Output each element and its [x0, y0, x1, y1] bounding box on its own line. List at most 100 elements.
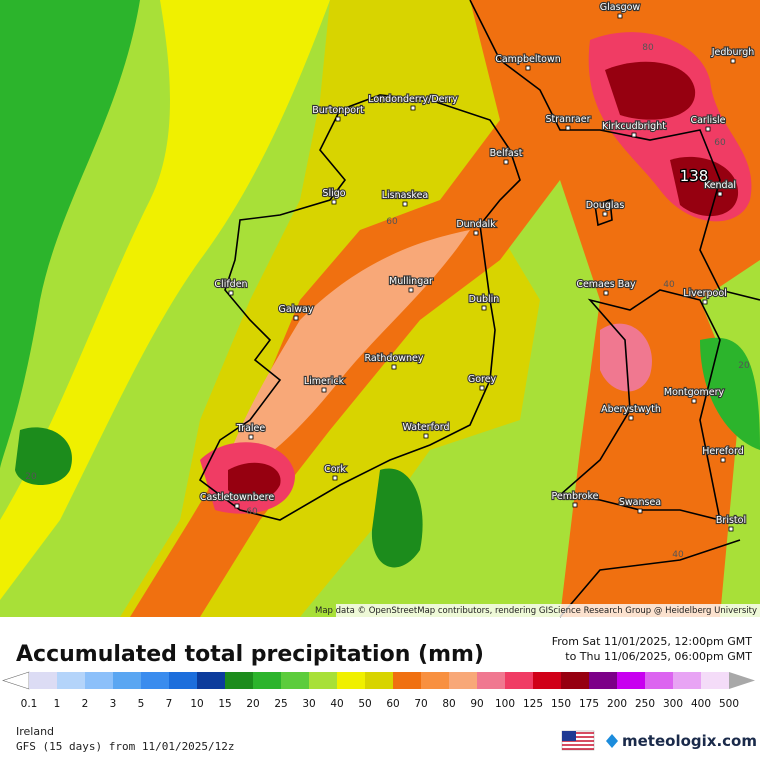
place-label: Hereford — [702, 446, 743, 457]
rain-darkred — [228, 462, 281, 501]
colorbar-swatch — [421, 672, 449, 689]
place-label: Aberystwyth — [601, 404, 661, 415]
place-dot — [391, 364, 397, 370]
rain-darkred — [670, 156, 739, 217]
place-label: Sligo — [322, 188, 345, 199]
colorbar-label: 0.1 — [21, 698, 38, 710]
colorbar-label: 80 — [442, 698, 455, 710]
colorbar-swatch — [393, 672, 421, 689]
place-label: Waterford — [402, 422, 449, 433]
place-label: Tralee — [236, 423, 266, 434]
place-label: Jedburgh — [711, 47, 755, 58]
colorbar-label: 400 — [691, 698, 711, 710]
rain-darkgreen — [371, 468, 423, 568]
period-from: From Sat 11/01/2025, 12:00pm GMT — [552, 635, 753, 648]
contour-label: 60 — [386, 217, 398, 227]
rain-salmon — [220, 230, 470, 480]
place-label: Carlisle — [690, 115, 725, 126]
place-label: Londonderry/Derry — [368, 94, 458, 105]
place-dot — [603, 290, 609, 296]
attribution: Map data © OpenStreetMap contributors, r… — [315, 606, 757, 616]
colorbar-label: 10 — [190, 698, 203, 710]
map: Map data © OpenStreetMap contributors, r… — [0, 0, 760, 618]
place-label: Liverpool — [683, 288, 727, 299]
place-dot — [332, 475, 338, 481]
place-dot — [503, 159, 509, 165]
colorbar-label: 1 — [54, 698, 61, 710]
colorbar-label: 7 — [166, 698, 173, 710]
place-dot — [335, 116, 341, 122]
place-label: Clifden — [214, 279, 247, 290]
place-label: Limerick — [304, 376, 345, 387]
place-label: Gorey — [468, 374, 497, 385]
place-dot — [631, 132, 637, 138]
place-dot — [293, 315, 299, 321]
rain-darkred — [605, 61, 696, 120]
rain-darkgreen — [15, 427, 72, 485]
place-label: Kendal — [704, 180, 736, 191]
colorbar-label: 60 — [386, 698, 399, 710]
place-label: Glasgow — [600, 2, 641, 13]
legend-title: Accumulated total precipitation (mm) — [16, 642, 484, 667]
place-dot — [410, 105, 416, 111]
place-label: Castletownbere — [200, 492, 275, 503]
place-dot — [702, 299, 708, 305]
place-label: Douglas — [586, 200, 625, 211]
brand-icon — [606, 734, 618, 748]
place-dot — [617, 13, 623, 19]
place-dot — [637, 508, 643, 514]
colorbar-label: 100 — [495, 698, 515, 710]
place-label: Dundalk — [456, 219, 496, 230]
place-label: Swansea — [619, 497, 661, 508]
colorbar-label: 3 — [110, 698, 117, 710]
colorbar-label: 30 — [302, 698, 315, 710]
colorbar-label: 150 — [551, 698, 571, 710]
colorbar-swatch — [533, 672, 561, 689]
place-dot — [717, 191, 723, 197]
colorbar-low — [2, 671, 30, 690]
rain-green — [700, 337, 760, 450]
place-label: Cork — [324, 464, 346, 475]
colorbar-swatch — [673, 672, 701, 689]
place-dot — [730, 58, 736, 64]
place-label: Cemaes Bay — [576, 279, 636, 290]
colorbar-label: 500 — [719, 698, 739, 710]
place-dot — [321, 387, 327, 393]
place-dot — [628, 415, 634, 421]
colorbar-label: 50 — [358, 698, 371, 710]
colorbar-label: 70 — [414, 698, 427, 710]
colorbar-label: 15 — [218, 698, 231, 710]
max-label: 138 — [680, 167, 709, 185]
colorbar-swatch — [477, 672, 505, 689]
coastline — [469, 0, 760, 618]
place-label: Belfast — [490, 148, 523, 159]
place-dot — [228, 290, 234, 296]
period-to: to Thu 11/06/2025, 06:00pm GMT — [565, 650, 752, 663]
rain-yellow — [0, 0, 330, 600]
place-label: Burtonport — [312, 105, 364, 116]
place-label: Bristol — [716, 515, 746, 526]
place-dot — [248, 434, 254, 440]
colorbar-swatch — [253, 672, 281, 689]
colorbar-swatch — [449, 672, 477, 689]
colorbar-label: 175 — [579, 698, 599, 710]
contour-label: 20 — [25, 472, 37, 482]
place-dot — [234, 503, 240, 509]
coastline — [198, 94, 521, 521]
colorbar-swatch — [589, 672, 617, 689]
colorbar-swatch — [29, 672, 57, 689]
colorbar-swatch — [113, 672, 141, 689]
colorbar-swatch — [197, 672, 225, 689]
colorbar-label: 125 — [523, 698, 543, 710]
place-label: Pembroke — [551, 491, 598, 502]
place-dot — [402, 201, 408, 207]
colorbar-label: 25 — [274, 698, 287, 710]
place-dot — [720, 457, 726, 463]
place-label: Rathdowney — [364, 353, 423, 364]
colorbar-label: 200 — [607, 698, 627, 710]
place-dot — [728, 526, 734, 532]
colorbar-swatch — [309, 672, 337, 689]
colorbar-label: 5 — [138, 698, 145, 710]
place-dot — [481, 305, 487, 311]
